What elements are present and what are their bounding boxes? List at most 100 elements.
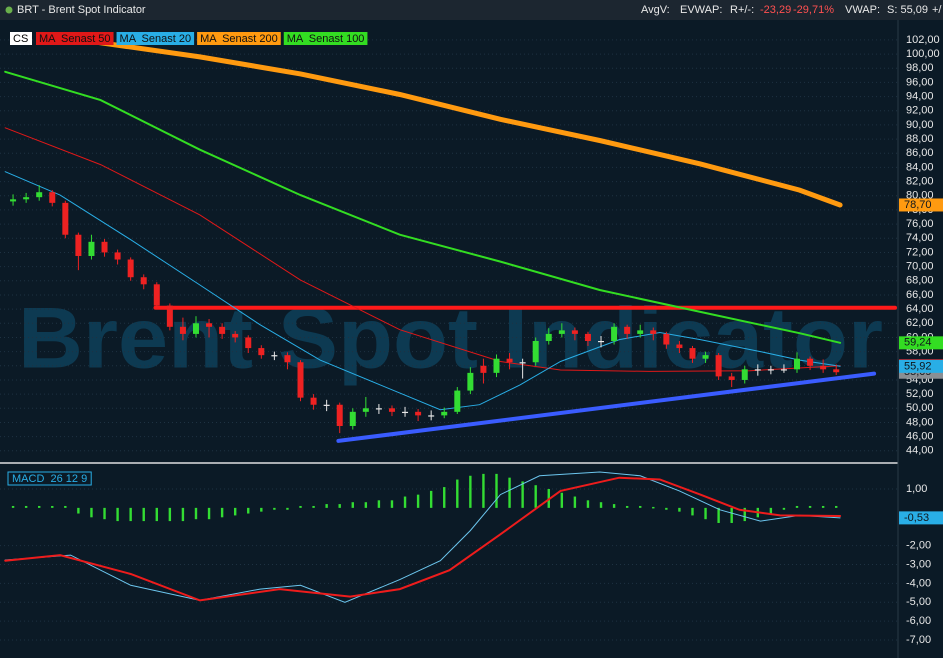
candle-body — [245, 337, 252, 349]
avgv: AvgV: — [641, 4, 670, 16]
candle-body — [624, 326, 631, 334]
histogram-bar — [64, 505, 67, 508]
header-bar — [0, 0, 943, 20]
moving-average — [4, 127, 841, 372]
panel-title-text: MACD 26 12 9 — [12, 473, 87, 485]
value-tag-text: 55,92 — [904, 360, 932, 372]
candle-body — [166, 305, 173, 327]
candle-body — [336, 404, 343, 426]
candle-body — [310, 397, 317, 405]
panel-title: MACD 26 12 9 — [7, 471, 92, 486]
y-tick-label: -7,00 — [906, 634, 931, 646]
value-tag-text: 59,24 — [904, 337, 932, 349]
candle-body — [833, 369, 840, 373]
histogram-bar — [469, 475, 472, 508]
y-tick-label: 88,00 — [906, 133, 934, 145]
histogram-bar — [717, 507, 720, 523]
candle-body — [415, 411, 422, 416]
histogram-bar — [795, 505, 799, 508]
histogram-bar — [652, 506, 655, 509]
y-tick-label: 100,00 — [906, 48, 940, 60]
legend-cs: CS — [10, 32, 32, 45]
candle-body — [36, 192, 43, 198]
panel-title-box — [7, 471, 92, 486]
candle-body — [780, 369, 787, 371]
candle-body — [571, 330, 578, 334]
candle-body — [179, 326, 186, 334]
candle-body — [192, 323, 199, 334]
histogram-bar — [639, 505, 642, 508]
more: +/ — [932, 4, 942, 16]
histogram-bar — [534, 485, 537, 508]
histogram-bar — [560, 492, 564, 508]
legend-entry: MA Senast 100 — [283, 32, 368, 45]
candle-body — [23, 197, 30, 200]
candle-body — [441, 411, 448, 416]
legend-label: MA Senast 20 — [120, 33, 192, 45]
legend-label: CS — [13, 33, 28, 45]
histogram-bar — [90, 507, 93, 518]
histogram-bar — [443, 487, 446, 508]
histogram-bar — [403, 496, 407, 508]
histogram-bar — [207, 507, 211, 520]
candle-body — [584, 333, 591, 341]
legend-label: MA Senast 100 — [287, 33, 365, 45]
y-tick-label: 72,00 — [906, 246, 934, 258]
histogram-bar — [155, 507, 158, 522]
candle-body — [75, 234, 82, 256]
histogram-bar — [573, 496, 577, 508]
value-tag-box — [899, 198, 943, 212]
histogram-bar — [77, 507, 80, 514]
y-tick-label: 98,00 — [906, 62, 934, 74]
candle-body — [101, 241, 108, 253]
y-tick-label: 1,00 — [906, 483, 927, 495]
histogram-bar — [678, 507, 681, 512]
histogram-bar — [769, 507, 773, 514]
candle-body — [428, 415, 435, 417]
legend-entry: MA Senast 200 — [197, 32, 281, 45]
y-tick-label: -3,00 — [906, 558, 931, 570]
candle-body — [140, 277, 147, 285]
histogram-bar — [390, 500, 394, 508]
histogram-bar — [220, 507, 224, 518]
candle-body — [206, 323, 213, 327]
histogram-bar — [273, 507, 276, 510]
r-abs: -23,29 — [760, 4, 791, 16]
y-tick-label: 96,00 — [906, 76, 934, 88]
candle-body — [532, 340, 539, 363]
y-tick-label: -6,00 — [906, 615, 931, 627]
moving-average — [4, 171, 841, 411]
candle-body — [127, 259, 134, 278]
candle-body — [767, 369, 774, 371]
value-tag: -0,53 — [899, 511, 943, 525]
vwap: VWAP: — [845, 4, 880, 16]
annotation-line — [336, 371, 877, 443]
value-tag: 59,24 — [899, 336, 943, 350]
watermark: Brent Spot Indicator — [18, 291, 883, 387]
y-tick-label: 68,00 — [906, 275, 934, 287]
r-pct: -29,71% — [793, 4, 834, 16]
y-tick-label: -2,00 — [906, 540, 931, 552]
histogram-bar — [521, 481, 524, 508]
candle-body — [676, 344, 683, 349]
value-tag: 78,70 — [899, 198, 943, 212]
candle-body — [88, 241, 95, 256]
value-tag: 55,92 — [899, 359, 943, 373]
candle-body — [807, 358, 814, 366]
candle-body — [480, 365, 487, 373]
y-tick-label: 48,00 — [906, 416, 934, 428]
histogram-bar — [782, 507, 786, 510]
candle-body — [375, 408, 382, 410]
legend-box — [36, 32, 114, 45]
candle-body — [519, 362, 526, 364]
evwap: EVWAP: — [680, 4, 722, 16]
histogram-bar — [194, 507, 198, 520]
histogram-bar — [495, 473, 498, 508]
legend-box — [116, 32, 195, 45]
candle-body — [702, 355, 709, 359]
histogram-bar — [51, 505, 54, 508]
value-tag-box — [899, 359, 943, 373]
y-tick-label: 90,00 — [906, 119, 934, 131]
histogram-bar — [416, 494, 420, 508]
